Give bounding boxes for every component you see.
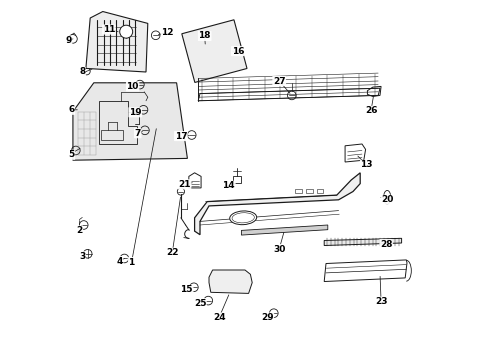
FancyBboxPatch shape	[295, 189, 302, 193]
Text: 23: 23	[375, 297, 387, 306]
Text: 9: 9	[65, 36, 72, 45]
Text: 18: 18	[198, 31, 211, 40]
Text: 6: 6	[69, 105, 74, 114]
Polygon shape	[73, 83, 187, 160]
Text: 21: 21	[178, 180, 191, 189]
Polygon shape	[182, 20, 247, 82]
Polygon shape	[324, 238, 402, 246]
Text: 13: 13	[361, 161, 373, 169]
Text: 30: 30	[273, 245, 285, 253]
Text: 19: 19	[129, 108, 142, 117]
Polygon shape	[195, 173, 360, 235]
Text: 14: 14	[222, 181, 235, 190]
Text: 11: 11	[103, 25, 115, 34]
Polygon shape	[242, 225, 328, 235]
Text: 10: 10	[126, 82, 139, 91]
Text: 22: 22	[166, 248, 178, 257]
Text: 12: 12	[161, 28, 174, 37]
Polygon shape	[209, 270, 252, 293]
Text: 15: 15	[180, 285, 193, 294]
Circle shape	[120, 25, 133, 38]
Text: 3: 3	[79, 252, 85, 261]
Ellipse shape	[230, 211, 257, 225]
Text: 26: 26	[365, 107, 377, 115]
Text: 4: 4	[117, 256, 123, 265]
Text: 17: 17	[174, 132, 187, 140]
Text: 28: 28	[380, 240, 392, 248]
Text: 29: 29	[261, 313, 273, 322]
Text: 27: 27	[273, 77, 286, 85]
Text: 20: 20	[381, 195, 393, 204]
Text: 8: 8	[79, 68, 85, 77]
Text: 25: 25	[194, 299, 206, 307]
Text: 2: 2	[76, 226, 82, 235]
Text: 5: 5	[69, 150, 74, 159]
Text: 7: 7	[135, 129, 141, 138]
Polygon shape	[86, 12, 148, 72]
Text: 24: 24	[213, 313, 225, 322]
Text: 1: 1	[128, 258, 135, 266]
Text: 16: 16	[232, 46, 244, 55]
FancyBboxPatch shape	[317, 189, 323, 193]
FancyBboxPatch shape	[306, 189, 313, 193]
